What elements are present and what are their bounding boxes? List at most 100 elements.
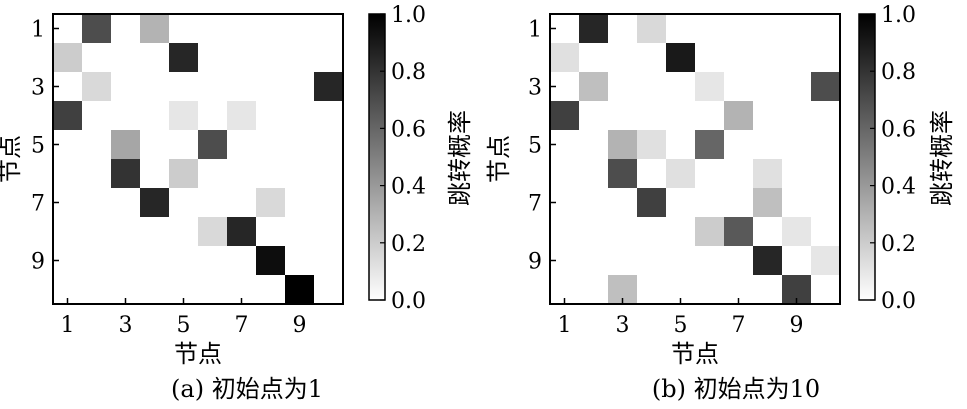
heatmap-cell bbox=[256, 217, 286, 247]
x-tick-label: 3 bbox=[616, 313, 630, 338]
heatmap-cell bbox=[285, 159, 315, 189]
heatmap-cell bbox=[782, 246, 812, 276]
heatmap-cell bbox=[811, 217, 841, 247]
y-axis-label: 节点 bbox=[485, 135, 513, 183]
heatmap-cell bbox=[608, 14, 638, 44]
heatmap-cell bbox=[695, 130, 725, 160]
colorbar-label: 跳转概率 bbox=[928, 110, 956, 206]
heatmap-cell bbox=[811, 159, 841, 189]
heatmap-cell bbox=[111, 14, 141, 44]
heatmap-cell bbox=[637, 14, 667, 44]
heatmap-cell bbox=[782, 43, 812, 73]
heatmap-cell bbox=[285, 188, 315, 218]
heatmap-cell bbox=[782, 130, 812, 160]
heatmap-cell bbox=[111, 130, 141, 160]
colorbar-tick-label: 0.4 bbox=[391, 175, 426, 200]
heatmap-cell bbox=[140, 217, 170, 247]
heatmap-cell bbox=[579, 217, 609, 247]
heatmap-cell bbox=[753, 246, 783, 276]
colorbar bbox=[368, 13, 386, 301]
colorbar-tick-label: 1.0 bbox=[391, 3, 426, 28]
heatmap-cell bbox=[753, 72, 783, 102]
heatmap-cell bbox=[753, 188, 783, 218]
heatmap-cell bbox=[140, 159, 170, 189]
heatmap-cell bbox=[256, 101, 286, 131]
heatmap-cell bbox=[285, 14, 315, 44]
heatmap-cell bbox=[695, 275, 725, 305]
heatmap-cell bbox=[198, 101, 228, 131]
heatmap-cell bbox=[314, 43, 344, 73]
heatmap-cell bbox=[256, 130, 286, 160]
heatmap-cell bbox=[227, 72, 257, 102]
heatmap-cell bbox=[695, 217, 725, 247]
heatmap-cell bbox=[724, 130, 754, 160]
heatmap-cell bbox=[198, 72, 228, 102]
panel-caption: (a) 初始点为1 bbox=[171, 375, 323, 403]
y-tick-label: 9 bbox=[528, 250, 542, 275]
y-tick-label: 3 bbox=[31, 76, 45, 101]
x-tick-label: 3 bbox=[119, 313, 133, 338]
heatmap-cell bbox=[666, 14, 696, 44]
heatmap-cell bbox=[811, 14, 841, 44]
heatmap-cell bbox=[666, 43, 696, 73]
heatmap-cell bbox=[82, 217, 112, 247]
y-axis-ticks: 1 3 5 7 9 bbox=[31, 18, 59, 275]
heatmap-cell bbox=[169, 72, 199, 102]
heatmap-cell bbox=[579, 43, 609, 73]
y-tick-label: 9 bbox=[31, 250, 45, 275]
heatmap-cell bbox=[782, 101, 812, 131]
x-tick-label: 1 bbox=[61, 313, 75, 338]
heatmap-cell bbox=[637, 246, 667, 276]
colorbar-ticks: 0.0 0.2 0.4 0.6 0.8 1.0 bbox=[870, 3, 916, 314]
heatmap-cell bbox=[608, 72, 638, 102]
y-tick-label: 1 bbox=[31, 18, 45, 43]
y-axis-label: 节点 bbox=[0, 135, 24, 183]
heatmap-cell bbox=[666, 101, 696, 131]
heatmap-cell bbox=[140, 130, 170, 160]
heatmap-cell bbox=[82, 43, 112, 73]
heatmap-cell bbox=[82, 159, 112, 189]
heatmap-cell bbox=[724, 72, 754, 102]
heatmap-cell bbox=[256, 246, 286, 276]
y-tick-label: 7 bbox=[31, 192, 45, 217]
heatmap-panel-b: 1 3 5 7 9 1 3 5 7 9 节点 节点 0.0 0.2 0.4 0.6 0.8 1.0 跳转概… bbox=[485, 3, 956, 403]
heatmap-cell bbox=[608, 130, 638, 160]
heatmap-cell bbox=[53, 217, 83, 247]
colorbar-tick-label: 0.6 bbox=[881, 117, 916, 142]
heatmap-cell bbox=[782, 188, 812, 218]
heatmap-cell bbox=[227, 188, 257, 218]
heatmap-cell bbox=[695, 72, 725, 102]
heatmap-cell bbox=[227, 246, 257, 276]
heatmap-cell bbox=[256, 159, 286, 189]
x-tick-label: 5 bbox=[674, 313, 688, 338]
heatmap-cell bbox=[140, 246, 170, 276]
heatmap-cell bbox=[724, 246, 754, 276]
heatmap-cell bbox=[82, 275, 112, 305]
heatmap-cell bbox=[811, 246, 841, 276]
heatmap-cell bbox=[637, 72, 667, 102]
heatmap-cell bbox=[753, 43, 783, 73]
heatmap-cell bbox=[227, 217, 257, 247]
heatmap-cell bbox=[811, 188, 841, 218]
heatmap-cell bbox=[53, 159, 83, 189]
heatmap-cell bbox=[666, 159, 696, 189]
colorbar-tick-label: 1.0 bbox=[881, 3, 916, 28]
heatmap-cell bbox=[314, 72, 344, 102]
heatmap-cell bbox=[169, 43, 199, 73]
heatmap-cell bbox=[550, 101, 580, 131]
heatmap-cell bbox=[111, 43, 141, 73]
colorbar-tick-label: 0.0 bbox=[391, 289, 426, 314]
heatmap-cell bbox=[724, 159, 754, 189]
x-axis-label: 节点 bbox=[174, 340, 222, 368]
x-tick-label: 7 bbox=[235, 313, 249, 338]
y-tick-label: 7 bbox=[528, 192, 542, 217]
y-tick-label: 1 bbox=[528, 18, 542, 43]
heatmap-cell bbox=[637, 101, 667, 131]
heatmap-cell bbox=[666, 246, 696, 276]
x-axis-ticks: 1 3 5 7 9 bbox=[61, 298, 307, 338]
x-tick-label: 1 bbox=[558, 313, 572, 338]
x-tick-label: 7 bbox=[732, 313, 746, 338]
heatmap-cell bbox=[285, 246, 315, 276]
heatmap-cell bbox=[256, 275, 286, 305]
heatmap-cell bbox=[111, 217, 141, 247]
